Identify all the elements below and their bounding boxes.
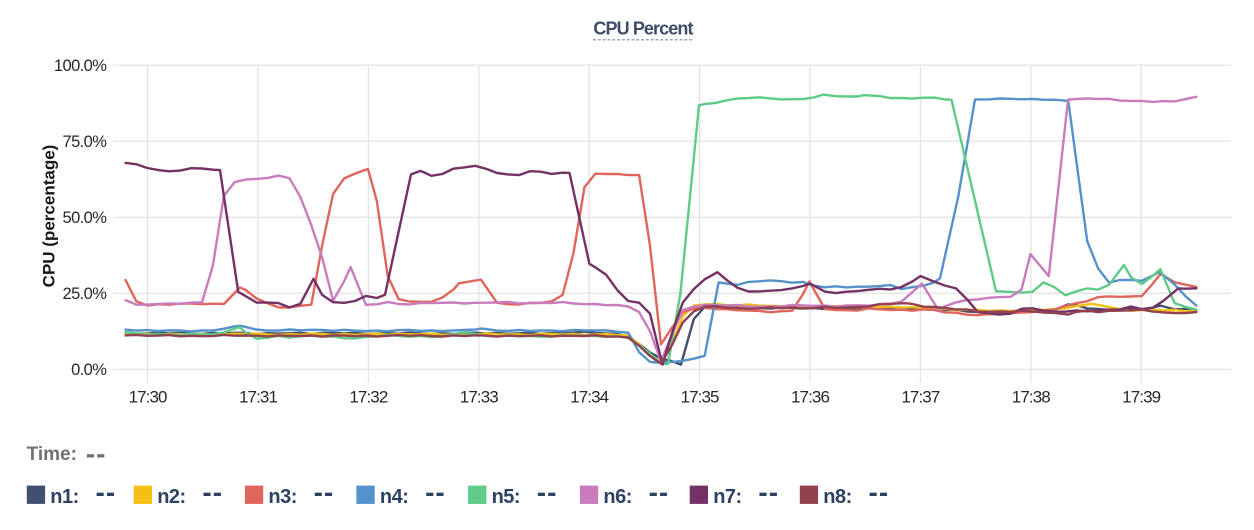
svg-text:17:38: 17:38 (1012, 387, 1050, 406)
svg-text:CPU (percentage): CPU (percentage) (40, 145, 59, 288)
svg-text:--: -- (202, 477, 223, 508)
svg-text:--: -- (314, 477, 335, 508)
svg-text:--: -- (96, 477, 117, 508)
svg-text:--: -- (758, 477, 779, 508)
svg-text:--: -- (537, 477, 558, 508)
svg-text:--: -- (425, 477, 446, 508)
svg-text:17:37: 17:37 (901, 387, 939, 406)
svg-text:17:31: 17:31 (239, 387, 277, 406)
svg-text:17:34: 17:34 (570, 387, 608, 406)
svg-text:--: -- (86, 438, 107, 469)
svg-text:50.0%: 50.0% (63, 209, 108, 227)
svg-text:100.0%: 100.0% (54, 57, 107, 75)
svg-text:17:36: 17:36 (791, 387, 829, 406)
svg-text:n7:: n7: (713, 486, 742, 508)
svg-text:75.0%: 75.0% (63, 133, 108, 151)
svg-text:17:39: 17:39 (1122, 387, 1160, 406)
svg-text:n2:: n2: (157, 486, 186, 508)
svg-text:n5:: n5: (492, 486, 520, 508)
svg-text:17:30: 17:30 (129, 387, 167, 406)
svg-text:17:33: 17:33 (460, 387, 498, 406)
svg-text:Time:: Time: (27, 444, 77, 465)
svg-text:17:35: 17:35 (681, 387, 719, 406)
svg-text:n8:: n8: (823, 486, 852, 508)
svg-text:CPU Percent: CPU Percent (593, 19, 693, 39)
svg-text:n4:: n4: (380, 486, 409, 508)
svg-text:--: -- (869, 477, 890, 508)
svg-text:--: -- (649, 477, 670, 508)
svg-text:n6:: n6: (603, 486, 632, 508)
svg-text:n1:: n1: (50, 486, 79, 508)
svg-text:0.0%: 0.0% (71, 361, 107, 379)
svg-text:17:32: 17:32 (349, 387, 387, 406)
svg-text:25.0%: 25.0% (63, 285, 108, 303)
svg-text:n3:: n3: (268, 486, 297, 508)
